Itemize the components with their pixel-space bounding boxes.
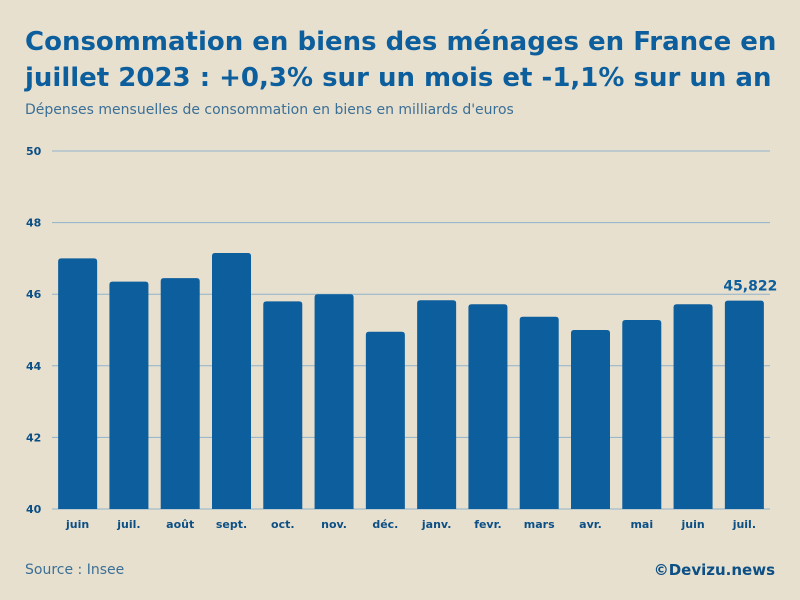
brand-credit: ©Devizu.news bbox=[653, 561, 775, 579]
x-tick-label: fevr. bbox=[474, 518, 501, 531]
x-tick-label: nov. bbox=[321, 518, 347, 531]
x-tick-label: juil. bbox=[732, 518, 756, 531]
bar bbox=[160, 278, 200, 509]
chart-title: Consommation en biens des ménages en Fra… bbox=[25, 27, 777, 93]
bar bbox=[673, 304, 713, 509]
y-tick-label: 48 bbox=[26, 217, 41, 230]
x-tick-label: juin bbox=[65, 518, 89, 531]
bar bbox=[365, 331, 405, 509]
x-tick-label: mai bbox=[630, 518, 653, 531]
bar bbox=[212, 253, 251, 509]
data-label: 45,822 bbox=[723, 279, 777, 295]
bar bbox=[263, 301, 303, 509]
x-tick-label: juil. bbox=[116, 518, 140, 531]
x-tick-label: juin bbox=[680, 518, 704, 531]
bar bbox=[417, 300, 457, 509]
bar bbox=[724, 300, 764, 509]
x-tick-label: avr. bbox=[579, 518, 602, 531]
bar bbox=[519, 316, 559, 509]
y-tick-label: 40 bbox=[26, 503, 42, 516]
x-tick-label: déc. bbox=[372, 518, 398, 531]
y-tick-label: 46 bbox=[26, 288, 42, 301]
x-tick-label: janv. bbox=[421, 518, 451, 531]
bar bbox=[468, 304, 508, 509]
x-tick-label: sept. bbox=[216, 518, 247, 531]
bar bbox=[571, 330, 610, 509]
bar bbox=[58, 258, 98, 509]
bar bbox=[622, 319, 662, 509]
bar bbox=[109, 281, 149, 509]
x-tick-label: mars bbox=[524, 518, 555, 531]
bar bbox=[314, 294, 354, 509]
x-tick-label: oct. bbox=[271, 518, 295, 531]
y-tick-label: 50 bbox=[26, 145, 42, 158]
chart-subtitle: Dépenses mensuelles de consommation en b… bbox=[25, 102, 514, 118]
x-tick-label: août bbox=[166, 518, 194, 531]
y-tick-label: 42 bbox=[26, 431, 41, 444]
y-tick-label: 44 bbox=[26, 360, 42, 373]
source-note: Source : Insee bbox=[25, 562, 125, 578]
